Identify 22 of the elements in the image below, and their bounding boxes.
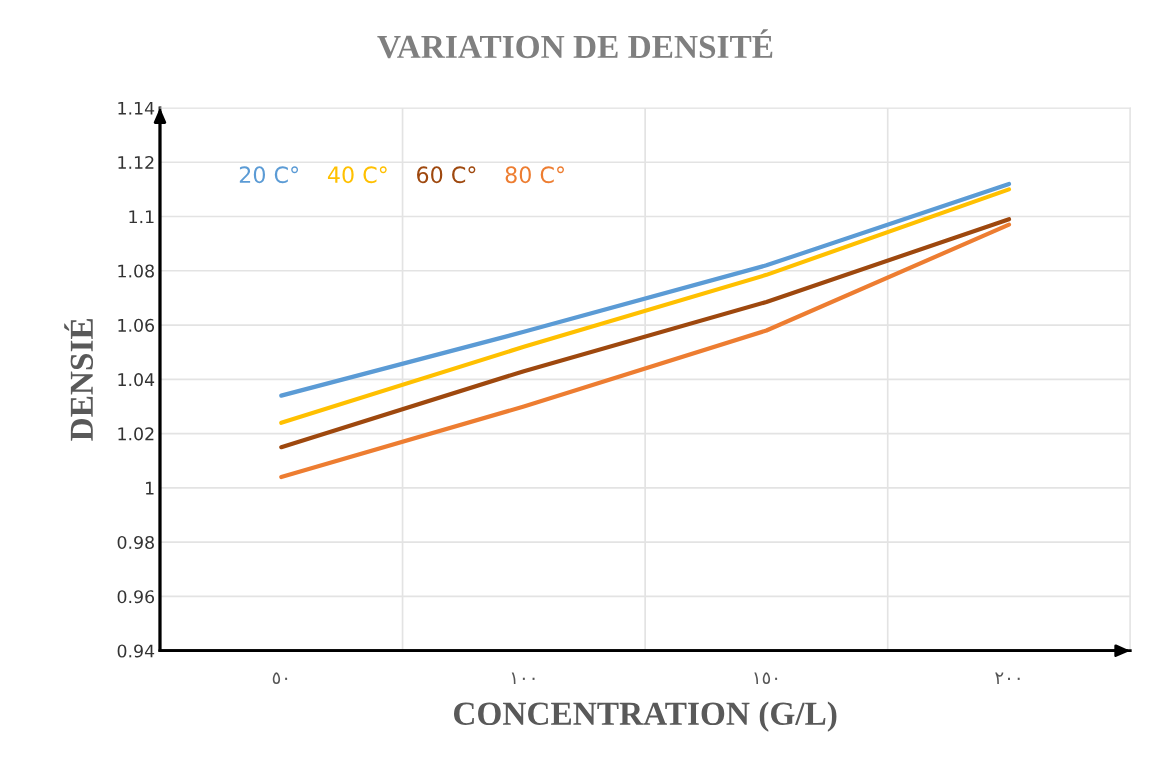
y-tick-label: 0.98 (117, 535, 154, 550)
x-tick-label: ١٠٠ (511, 672, 535, 684)
chart-title: VARIATION DE DENSITÉ (377, 29, 773, 59)
y-tick-label: 0.96 (117, 590, 155, 604)
x-tick-label: ٥٠ (272, 672, 288, 685)
x-tick-label: ١٥٠ (754, 672, 778, 685)
text: 80 C° (505, 166, 564, 184)
y-tick-label: 1.08 (118, 264, 154, 278)
y-tick-label: 1.1 (129, 210, 154, 224)
text: 40 C° (327, 166, 387, 184)
x-tick-label: ٢٠٠ (995, 672, 1020, 684)
y-tick-label: 1.12 (118, 155, 154, 169)
x-axis-title: CONCENTRATION (G/L) (454, 701, 837, 732)
y-tick-label: 1 (145, 481, 154, 495)
text: 60 C° (417, 166, 476, 184)
y-tick-label: 1.14 (118, 101, 155, 115)
y-axis-title: DENSIÉ (64, 318, 94, 441)
y-tick-label: 0.94 (117, 644, 155, 658)
text: 20 C° (239, 166, 299, 184)
y-tick-label: 1.04 (118, 373, 155, 387)
y-tick-label: 1.06 (118, 318, 155, 332)
y-tick-label: 1.02 (118, 427, 154, 441)
